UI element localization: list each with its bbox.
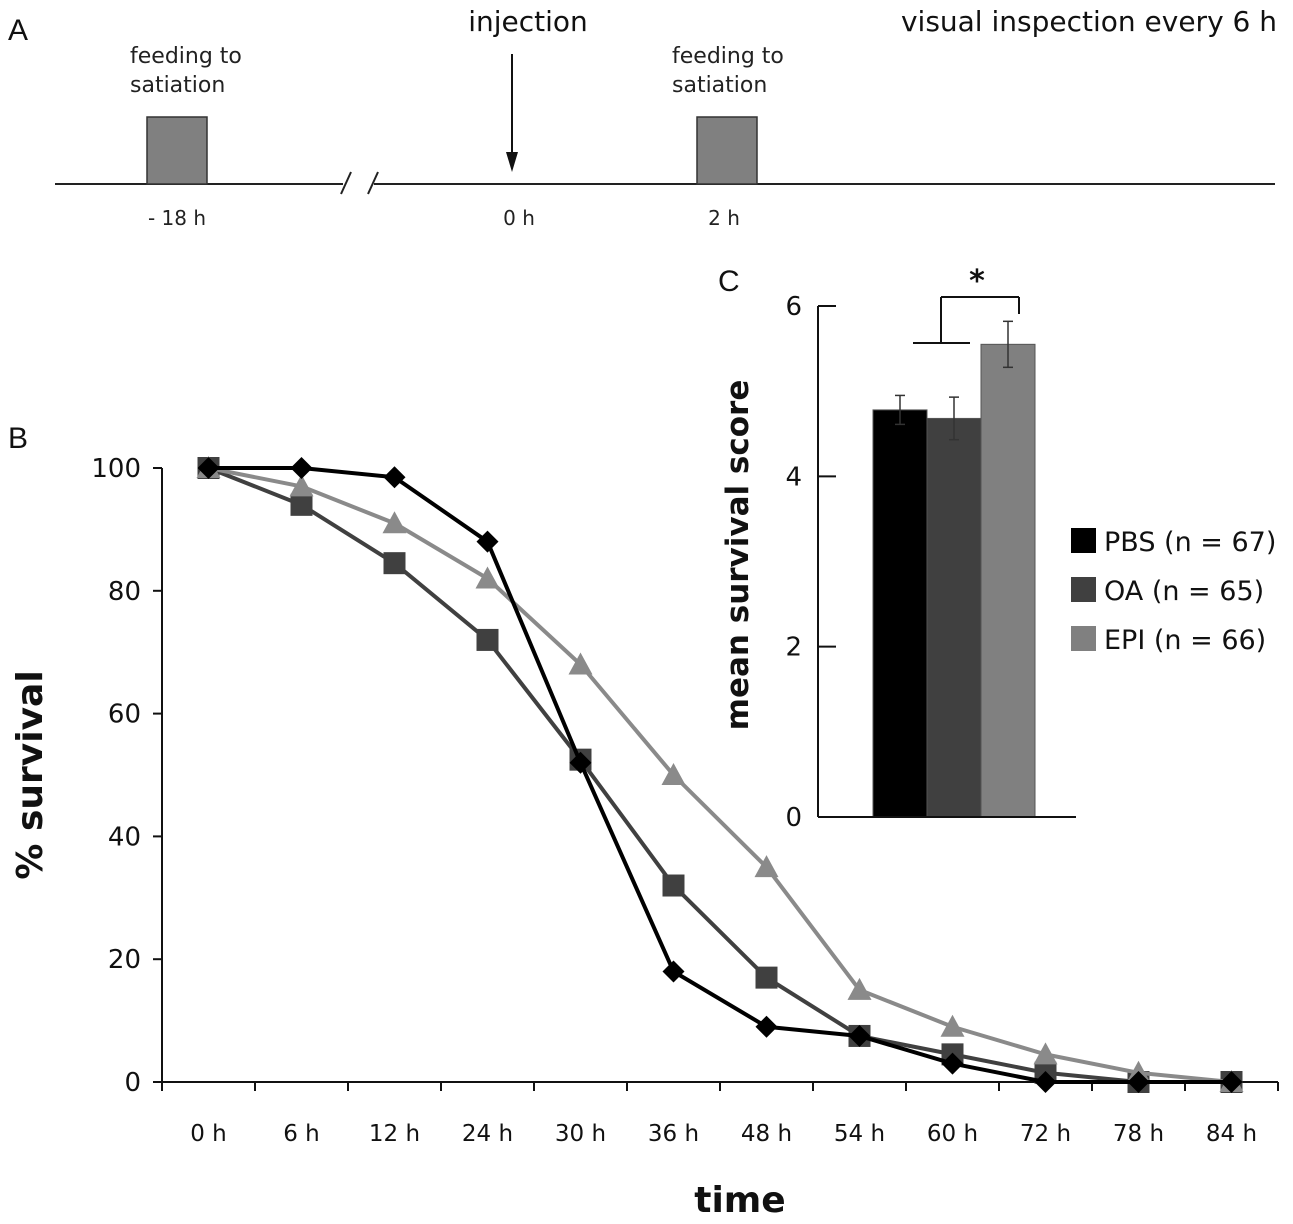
data-point-pbs <box>476 530 499 553</box>
data-point-epi <box>754 855 779 878</box>
legend-label: OA (n = 65) <box>1104 576 1264 607</box>
x-tick-label: 0 h <box>190 1121 227 1147</box>
x-tick-label: 60 h <box>927 1121 978 1147</box>
y-tick-label: 0 <box>124 1068 141 1098</box>
series-line-oa <box>207 466 1232 1084</box>
error-bar <box>895 394 905 426</box>
data-point-pbs <box>290 457 313 479</box>
data-point-oa <box>290 493 313 516</box>
feeding-label-line2: satiation <box>130 73 225 98</box>
feeding-label-line2: satiation <box>672 73 767 98</box>
data-point-pbs <box>383 466 406 489</box>
inspection-label: visual inspection every 6 h <box>901 5 1277 38</box>
bar-y-tick-label: 6 <box>785 292 802 322</box>
injection-arrow-head <box>506 152 518 172</box>
legend-item: EPI (n = 66) <box>1071 625 1266 656</box>
bar-y-tick-label: 0 <box>785 803 802 833</box>
series-line-pbs <box>208 466 1232 1084</box>
error-bar <box>949 396 959 441</box>
y-tick-label: 100 <box>91 454 141 484</box>
data-point-pbs <box>662 960 685 983</box>
survival-score-bar-chart: C 0 2 4 6 * mean survival score <box>718 264 1076 833</box>
x-tick-label: 6 h <box>283 1121 320 1147</box>
data-point-epi <box>940 1014 965 1037</box>
data-point-pbs <box>1034 1071 1057 1093</box>
bar-oa <box>926 417 982 818</box>
significance-bracket: * <box>913 264 1020 344</box>
bar-y-axis-label: mean survival score <box>720 380 756 731</box>
legend-label: PBS (n = 67) <box>1104 527 1276 558</box>
timeline-panel: A feeding to satiation feeding to satiat… <box>8 5 1277 230</box>
significance-star: * <box>969 264 985 299</box>
data-point-oa <box>755 966 778 989</box>
timeline-tick-label: 0 h <box>503 206 535 230</box>
x-tick-label: 72 h <box>1020 1121 1071 1147</box>
timeline-tick-label: - 18 h <box>148 206 206 230</box>
panel-label-b: B <box>8 422 28 455</box>
feeding-box <box>696 116 758 185</box>
data-point-pbs <box>1127 1071 1150 1093</box>
timeline-break-mark <box>340 171 352 195</box>
x-tick-label: 54 h <box>834 1121 885 1147</box>
data-point-pbs <box>1220 1071 1243 1093</box>
x-tick-label: 12 h <box>369 1121 420 1147</box>
data-point-epi <box>382 511 407 534</box>
timeline-break-mark <box>367 171 379 195</box>
error-bar <box>1003 320 1013 369</box>
panel-label-c: C <box>718 265 740 298</box>
data-point-epi <box>847 977 872 1000</box>
data-point-pbs <box>197 457 220 479</box>
bar-pbs <box>872 409 928 818</box>
data-point-epi <box>1033 1042 1058 1065</box>
data-point-pbs <box>569 751 592 774</box>
line-chart-series <box>196 456 1244 1093</box>
legend-swatch <box>1071 528 1096 553</box>
bar-y-tick-label: 2 <box>785 633 802 663</box>
legend-label: EPI (n = 66) <box>1104 625 1266 656</box>
bar-y-tick-label: 4 <box>785 462 802 492</box>
feeding-label-line1: feeding to <box>672 44 784 69</box>
series-line-epi <box>208 466 1232 1084</box>
y-axis-label: % survival <box>10 670 51 879</box>
data-point-oa <box>662 874 685 897</box>
y-tick-label: 40 <box>108 822 141 852</box>
data-point-pbs <box>755 1015 778 1038</box>
data-point-epi <box>475 566 500 589</box>
y-tick-label: 80 <box>108 577 141 607</box>
legend-item: PBS (n = 67) <box>1071 527 1276 558</box>
legend-swatch <box>1071 626 1096 651</box>
feeding-box <box>146 116 208 185</box>
panel-label-a: A <box>8 14 28 47</box>
x-tick-label: 30 h <box>555 1121 606 1147</box>
x-tick-label: 36 h <box>648 1121 699 1147</box>
bar-epi <box>980 343 1036 818</box>
x-tick-label: 78 h <box>1113 1121 1164 1147</box>
y-tick-label: 20 <box>108 945 141 975</box>
x-tick-label: 48 h <box>741 1121 792 1147</box>
data-point-pbs <box>848 1024 871 1047</box>
legend-swatch <box>1071 577 1096 602</box>
x-tick-label: 84 h <box>1206 1121 1257 1147</box>
legend: PBS (n = 67) OA (n = 65) EPI (n = 66) <box>1071 527 1276 656</box>
injection-label: injection <box>468 5 588 38</box>
series-pbs <box>197 457 1243 1093</box>
y-tick-label: 60 <box>108 700 141 730</box>
data-point-oa <box>383 552 406 575</box>
data-point-epi <box>661 763 686 785</box>
data-point-pbs <box>941 1052 964 1075</box>
data-point-epi <box>289 474 314 497</box>
data-point-oa <box>476 628 499 651</box>
legend-item: OA (n = 65) <box>1071 576 1264 607</box>
bar-chart-body: 0 2 4 6 * <box>785 264 1076 833</box>
feeding-label-line1: feeding to <box>130 44 242 69</box>
timeline-tick-label: 2 h <box>708 206 740 230</box>
x-axis-label: time <box>694 1180 785 1221</box>
x-tick-label: 24 h <box>462 1121 513 1147</box>
data-point-epi <box>568 652 593 675</box>
